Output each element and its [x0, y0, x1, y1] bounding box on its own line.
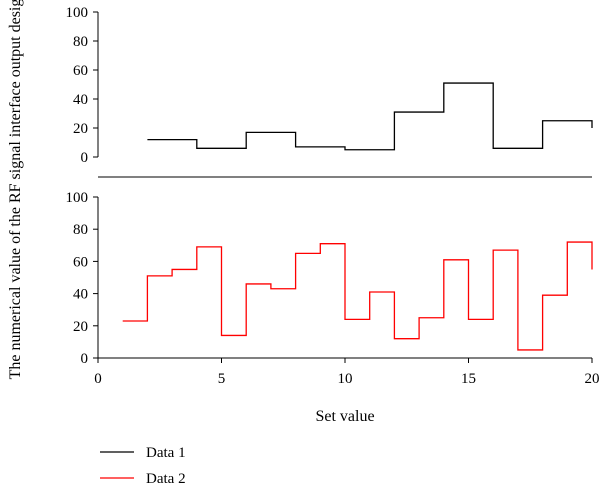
legend: Data 1 Data 2 — [100, 445, 186, 487]
x-tick-label: 10 — [338, 371, 353, 387]
series-line-1 — [147, 82, 593, 151]
legend-label: Data 2 — [146, 471, 186, 487]
top-y-tick-label: 80 — [73, 34, 88, 50]
series-line-2 — [122, 241, 593, 351]
bottom-y-tick-label: 100 — [66, 190, 89, 206]
bottom-y-tick-label: 60 — [73, 254, 88, 270]
top-y-tick-label: 40 — [73, 92, 88, 108]
x-tick-label: 15 — [461, 371, 476, 387]
legend-label: Data 1 — [146, 445, 186, 461]
top-y-tick-label: 100 — [66, 5, 89, 21]
top-y-tick-label: 0 — [81, 150, 89, 166]
top-y-tick-label: 20 — [73, 121, 88, 137]
x-tick-label: 20 — [585, 371, 600, 387]
x-tick-label: 5 — [218, 371, 226, 387]
bottom-panel: 0 20 40 60 80 100 — [66, 190, 593, 367]
bottom-y-tick-label: 80 — [73, 222, 88, 238]
x-axis-title: Set value — [315, 408, 374, 425]
bottom-y-tick-label: 20 — [73, 319, 88, 335]
top-panel: 0 20 40 60 80 100 — [66, 5, 593, 166]
bottom-y-tick-label: 0 — [81, 351, 89, 367]
x-axis: 0 5 10 15 20 — [94, 176, 600, 387]
bottom-y-tick-label: 40 — [73, 287, 88, 303]
y-axis-title: The numerical value of the RF signal int… — [7, 0, 24, 379]
top-y-tick-label: 60 — [73, 63, 88, 79]
x-tick-label: 0 — [94, 371, 102, 387]
